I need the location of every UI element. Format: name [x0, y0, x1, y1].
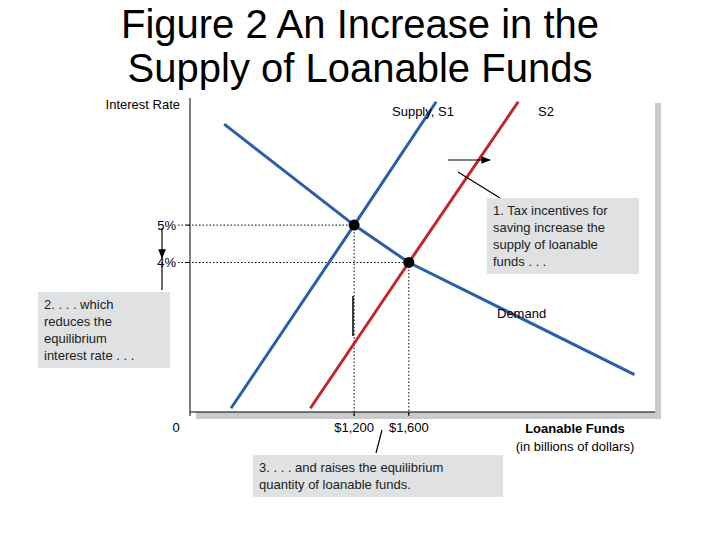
- annotation-line: saving increase the: [493, 219, 633, 236]
- x-axis: [190, 412, 655, 413]
- annotation-line: supply of loanable: [493, 236, 633, 253]
- shift-arrow: [448, 159, 490, 160]
- pointer-line: [352, 296, 354, 336]
- x-tick-label: $1,200: [334, 420, 374, 435]
- series-line: [231, 102, 436, 409]
- annotation-line: funds . . .: [493, 253, 633, 270]
- x-tick-label: $1,600: [389, 420, 429, 435]
- pointer-line: [376, 430, 382, 453]
- series-label: Demand: [497, 306, 546, 321]
- annotation-box: 3. . . . and raises the equilibriumquant…: [253, 455, 503, 497]
- annotation-line: 1. Tax incentives for: [493, 202, 633, 219]
- equilibrium-point: [403, 257, 414, 268]
- annotation-box: 1. Tax incentives forsaving increase the…: [487, 198, 639, 274]
- x-tick-label: 0: [172, 420, 179, 435]
- annotation-line: 3. . . . and raises the equilibrium: [259, 459, 497, 476]
- annotation-line: equilibrium: [44, 330, 164, 347]
- annotation-line: reduces the: [44, 313, 164, 330]
- y-tick-label: 4%: [157, 255, 176, 270]
- pointer-line: [458, 172, 500, 198]
- series-line: [224, 124, 634, 374]
- guide-line: [178, 262, 409, 263]
- annotation-box: 2. . . . whichreduces theequilibriuminte…: [38, 292, 170, 368]
- y-tick-label: 5%: [157, 218, 176, 233]
- pointer-line: [161, 262, 162, 290]
- guide-line: [178, 225, 354, 226]
- y-axis-label: Interest Rate: [105, 96, 180, 113]
- y-axis: [190, 98, 191, 412]
- series-label: Supply, S1: [392, 104, 454, 119]
- chart-title: Figure 2 An Increase in the Supply of Lo…: [60, 2, 660, 90]
- annotation-line: 2. . . . which: [44, 296, 164, 313]
- rate-arrow: [161, 228, 162, 258]
- x-tick: [190, 412, 191, 416]
- annotation-line: interest rate . . .: [44, 347, 164, 364]
- guide-line: [408, 262, 409, 416]
- guide-line: [354, 225, 355, 416]
- series-label: S2: [538, 104, 554, 119]
- annotation-line: quantity of loanable funds.: [259, 476, 497, 493]
- x-axis-label: Loanable Funds (in billions of dollars): [480, 420, 670, 456]
- plot-area: [190, 98, 655, 412]
- equilibrium-point: [349, 220, 360, 231]
